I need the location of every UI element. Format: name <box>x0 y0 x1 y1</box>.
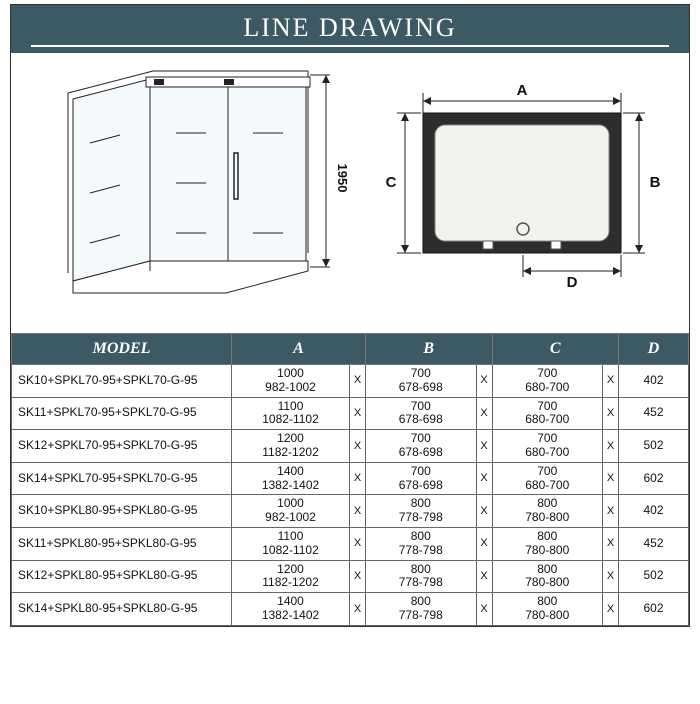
cell-A: 11001082-1102 <box>232 527 350 560</box>
cell-x: X <box>350 462 366 495</box>
table-row: SK12+SPKL70-95+SPKL70-G-9512001182-1202X… <box>12 430 689 463</box>
cell-x: X <box>350 560 366 593</box>
cell-A: 14001382-1402 <box>232 462 350 495</box>
cell-A: 1000982-1002 <box>232 495 350 528</box>
label-C: C <box>385 174 396 191</box>
spec-table: MODEL A B C D SK10+SPKL70-95+SPKL70-G-95… <box>11 333 689 626</box>
cell-C: 800780-800 <box>492 495 603 528</box>
cell-x: X <box>476 593 492 626</box>
cell-B: 800778-798 <box>366 593 476 626</box>
cell-C: 800780-800 <box>492 527 603 560</box>
cell-x: X <box>350 593 366 626</box>
cell-x: X <box>603 462 619 495</box>
table-row: SK10+SPKL80-95+SPKL80-G-951000982-1002X8… <box>12 495 689 528</box>
table-row: SK14+SPKL80-95+SPKL80-G-9514001382-1402X… <box>12 593 689 626</box>
cell-D: 452 <box>619 527 689 560</box>
cell-D: 402 <box>619 365 689 398</box>
cell-C: 700680-700 <box>492 365 603 398</box>
label-B: B <box>649 174 660 191</box>
th-B: B <box>366 334 492 365</box>
label-A: A <box>516 83 527 99</box>
cell-A: 12001182-1202 <box>232 430 350 463</box>
cell-x: X <box>603 560 619 593</box>
cell-x: X <box>603 397 619 430</box>
cell-B: 800778-798 <box>366 560 476 593</box>
cell-C: 800780-800 <box>492 593 603 626</box>
table-row: SK14+SPKL70-95+SPKL70-G-9514001382-1402X… <box>12 462 689 495</box>
banner-title: LINE DRAWING <box>243 13 456 42</box>
cell-C: 700680-700 <box>492 430 603 463</box>
cell-model: SK14+SPKL80-95+SPKL80-G-95 <box>12 593 232 626</box>
banner: LINE DRAWING <box>11 5 689 53</box>
cell-model: SK14+SPKL70-95+SPKL70-G-95 <box>12 462 232 495</box>
cell-x: X <box>476 462 492 495</box>
cell-x: X <box>603 593 619 626</box>
cell-C: 700680-700 <box>492 462 603 495</box>
cell-B: 800778-798 <box>366 495 476 528</box>
cell-x: X <box>350 527 366 560</box>
label-D: D <box>566 274 577 291</box>
table-body: SK10+SPKL70-95+SPKL70-G-951000982-1002X7… <box>12 365 689 626</box>
cell-x: X <box>350 430 366 463</box>
th-D: D <box>619 334 689 365</box>
cell-A: 14001382-1402 <box>232 593 350 626</box>
cell-x: X <box>350 365 366 398</box>
cell-x: X <box>350 397 366 430</box>
cell-model: SK10+SPKL70-95+SPKL70-G-95 <box>12 365 232 398</box>
cell-x: X <box>476 527 492 560</box>
cell-A: 11001082-1102 <box>232 397 350 430</box>
cell-model: SK12+SPKL70-95+SPKL70-G-95 <box>12 430 232 463</box>
diagram-area: 1950 A C <box>11 53 689 333</box>
cell-D: 402 <box>619 495 689 528</box>
cell-B: 700678-698 <box>366 430 476 463</box>
th-C: C <box>492 334 619 365</box>
cell-x: X <box>603 527 619 560</box>
cell-x: X <box>476 430 492 463</box>
cell-x: X <box>476 560 492 593</box>
cell-B: 700678-698 <box>366 365 476 398</box>
cell-x: X <box>603 495 619 528</box>
cell-x: X <box>476 365 492 398</box>
cell-x: X <box>350 495 366 528</box>
page-container: LINE DRAWING <box>10 4 690 627</box>
cell-model: SK11+SPKL80-95+SPKL80-G-95 <box>12 527 232 560</box>
cell-D: 602 <box>619 462 689 495</box>
cell-model: SK12+SPKL80-95+SPKL80-G-95 <box>12 560 232 593</box>
table-row: SK11+SPKL80-95+SPKL80-G-9511001082-1102X… <box>12 527 689 560</box>
cell-A: 12001182-1202 <box>232 560 350 593</box>
cell-x: X <box>476 495 492 528</box>
cell-B: 800778-798 <box>366 527 476 560</box>
cell-model: SK11+SPKL70-95+SPKL70-G-95 <box>12 397 232 430</box>
cell-x: X <box>476 397 492 430</box>
cell-C: 700680-700 <box>492 397 603 430</box>
cell-D: 602 <box>619 593 689 626</box>
cell-model: SK10+SPKL80-95+SPKL80-G-95 <box>12 495 232 528</box>
table-row: SK12+SPKL80-95+SPKL80-G-9512001182-1202X… <box>12 560 689 593</box>
cell-x: X <box>603 430 619 463</box>
table-row: SK10+SPKL70-95+SPKL70-G-951000982-1002X7… <box>12 365 689 398</box>
cell-B: 700678-698 <box>366 462 476 495</box>
cell-A: 1000982-1002 <box>232 365 350 398</box>
th-model: MODEL <box>12 334 232 365</box>
cell-D: 452 <box>619 397 689 430</box>
cell-D: 502 <box>619 430 689 463</box>
top-view-drawing: A C B <box>373 83 673 303</box>
cell-x: X <box>603 365 619 398</box>
height-label: 1950 <box>335 164 348 193</box>
isometric-drawing: 1950 <box>28 63 348 323</box>
th-A: A <box>232 334 366 365</box>
table-row: SK11+SPKL70-95+SPKL70-G-9511001082-1102X… <box>12 397 689 430</box>
table-header-row: MODEL A B C D <box>12 334 689 365</box>
cell-B: 700678-698 <box>366 397 476 430</box>
cell-C: 800780-800 <box>492 560 603 593</box>
cell-D: 502 <box>619 560 689 593</box>
